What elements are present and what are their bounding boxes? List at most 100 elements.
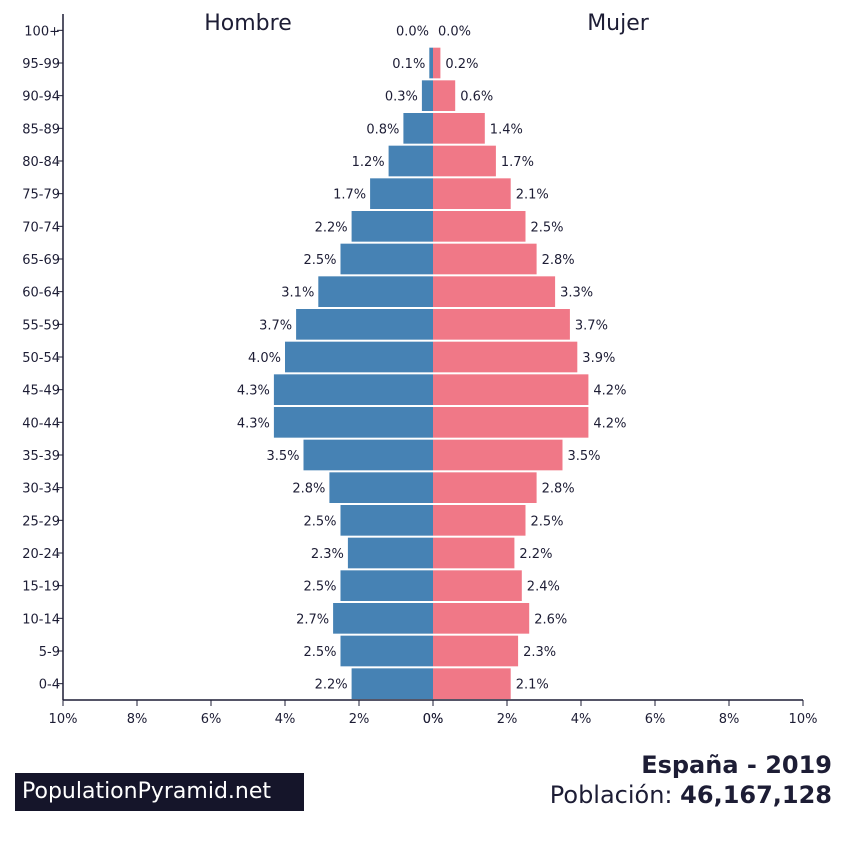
male-bars	[273, 47, 433, 699]
female-bar-90-94	[433, 80, 456, 111]
female-value-label: 1.7%	[501, 155, 534, 170]
x-tick-label: 8%	[127, 712, 148, 727]
male-bar-20-24	[347, 537, 433, 569]
female-bar-15-19	[433, 570, 522, 601]
y-tick-label: 30-34	[22, 482, 60, 497]
female-value-label: 2.8%	[542, 482, 575, 497]
female-value-label: 2.5%	[531, 220, 564, 235]
female-value-label: 4.2%	[593, 384, 626, 399]
female-value-label: 2.5%	[531, 514, 564, 529]
female-bar-65-69	[433, 243, 537, 275]
male-bar-10-14	[333, 603, 433, 634]
y-tick-label: 15-19	[22, 580, 60, 595]
y-tick-label: 65-69	[22, 253, 60, 268]
female-bar-45-49	[433, 374, 589, 405]
male-bar-25-29	[340, 505, 433, 536]
female-bar-20-24	[433, 537, 515, 569]
male-bar-40-44	[273, 407, 433, 438]
male-value-label: 2.7%	[296, 612, 329, 627]
y-tick-label: 75-79	[22, 188, 60, 203]
male-value-label: 1.2%	[352, 155, 385, 170]
female-value-label: 1.4%	[490, 122, 523, 137]
male-bar-15-19	[340, 570, 433, 601]
female-value-label: 3.7%	[575, 318, 608, 333]
male-value-label: 2.5%	[303, 580, 336, 595]
male-bar-45-49	[273, 374, 433, 405]
male-bar-0-4	[351, 668, 433, 699]
female-value-label: 4.2%	[593, 416, 626, 431]
x-tick-label: 10%	[49, 712, 78, 727]
female-bar-35-39	[433, 439, 563, 471]
male-value-label: 3.1%	[281, 286, 314, 301]
y-tick-label: 70-74	[22, 220, 60, 235]
x-tick-label: 0%	[423, 712, 444, 727]
male-value-label: 2.5%	[303, 645, 336, 660]
population-pyramid-chart: 2.2% 2.1% 2.5% 2.3% 2.7% 2.6% 2.5% 2.4% 2.3% 2.2%…	[22, 11, 817, 727]
male-bar-50-54	[285, 341, 433, 373]
x-tick-label: 6%	[201, 712, 222, 727]
population-value: 46,167,128	[680, 781, 832, 809]
female-bar-55-59	[433, 309, 570, 340]
value-labels: 2.2% 2.1% 2.5% 2.3% 2.7% 2.6% 2.5% 2.4% 2.3% 2.2%…	[237, 24, 627, 692]
female-value-label: 2.6%	[534, 612, 567, 627]
axes: 0-4 5-9 10-14 15-19 20-24 25-29 30-34 35-39 40-4…	[22, 14, 817, 727]
legend-mujer: Mujer	[587, 11, 650, 36]
female-bar-25-29	[433, 505, 526, 536]
female-bar-0-4	[433, 668, 511, 699]
male-bar-60-64	[318, 276, 433, 307]
male-bar-30-34	[329, 472, 433, 503]
female-value-label: 0.6%	[460, 90, 493, 105]
y-tick-label: 80-84	[22, 155, 60, 170]
y-tick-label: 5-9	[39, 645, 60, 660]
x-tick-label: 0%	[423, 712, 444, 727]
female-value-label: 0.2%	[445, 57, 478, 72]
x-tick-label: 10%	[789, 712, 818, 727]
female-value-label: 3.3%	[560, 286, 593, 301]
y-tick-label: 45-49	[22, 384, 60, 399]
female-bar-80-84	[433, 145, 496, 177]
female-value-label: 2.1%	[516, 678, 549, 693]
male-bar-75-79	[370, 178, 433, 209]
brand-logo[interactable]: PopulationPyramid.net	[15, 773, 304, 811]
male-bar-70-74	[351, 211, 433, 242]
y-tick-label: 10-14	[22, 612, 60, 627]
male-bar-35-39	[303, 439, 433, 471]
male-value-label: 2.3%	[311, 547, 344, 562]
male-bar-80-84	[388, 145, 433, 177]
male-bar-5-9	[340, 635, 433, 667]
female-bar-5-9	[433, 635, 519, 667]
male-value-label: 2.2%	[315, 678, 348, 693]
male-value-label: 4.3%	[237, 384, 270, 399]
x-tick-label: 4%	[571, 712, 592, 727]
male-bar-65-69	[340, 243, 433, 275]
male-value-label: 3.7%	[259, 318, 292, 333]
y-tick-label: 100+	[24, 24, 60, 39]
female-value-label: 2.8%	[542, 253, 575, 268]
male-value-label: 3.5%	[266, 449, 299, 464]
male-value-label: 2.2%	[315, 220, 348, 235]
female-bar-95-99	[433, 47, 441, 79]
x-tick-label: 2%	[349, 712, 370, 727]
male-value-label: 0.3%	[385, 90, 418, 105]
female-bar-60-64	[433, 276, 556, 307]
male-value-label: 2.8%	[292, 482, 325, 497]
y-tick-label: 25-29	[22, 514, 60, 529]
y-tick-label: 40-44	[22, 416, 60, 431]
female-bar-85-89	[433, 113, 485, 144]
x-tick-label: 4%	[275, 712, 296, 727]
y-tick-label: 0-4	[39, 678, 60, 693]
female-value-label: 2.3%	[523, 645, 556, 660]
y-tick-label: 55-59	[22, 318, 60, 333]
country-year-title: España - 2019	[641, 751, 832, 779]
x-tick-label: 2%	[497, 712, 518, 727]
male-value-label: 2.5%	[303, 514, 336, 529]
x-tick-label: 8%	[719, 712, 740, 727]
female-value-label: 0.0%	[438, 24, 471, 39]
y-tick-label: 50-54	[22, 351, 60, 366]
female-bar-40-44	[433, 407, 589, 438]
y-tick-label: 95-99	[22, 57, 60, 72]
population-label: Población:	[549, 781, 673, 809]
female-bar-30-34	[433, 472, 537, 503]
female-bar-50-54	[433, 341, 578, 373]
female-bar-70-74	[433, 211, 526, 242]
